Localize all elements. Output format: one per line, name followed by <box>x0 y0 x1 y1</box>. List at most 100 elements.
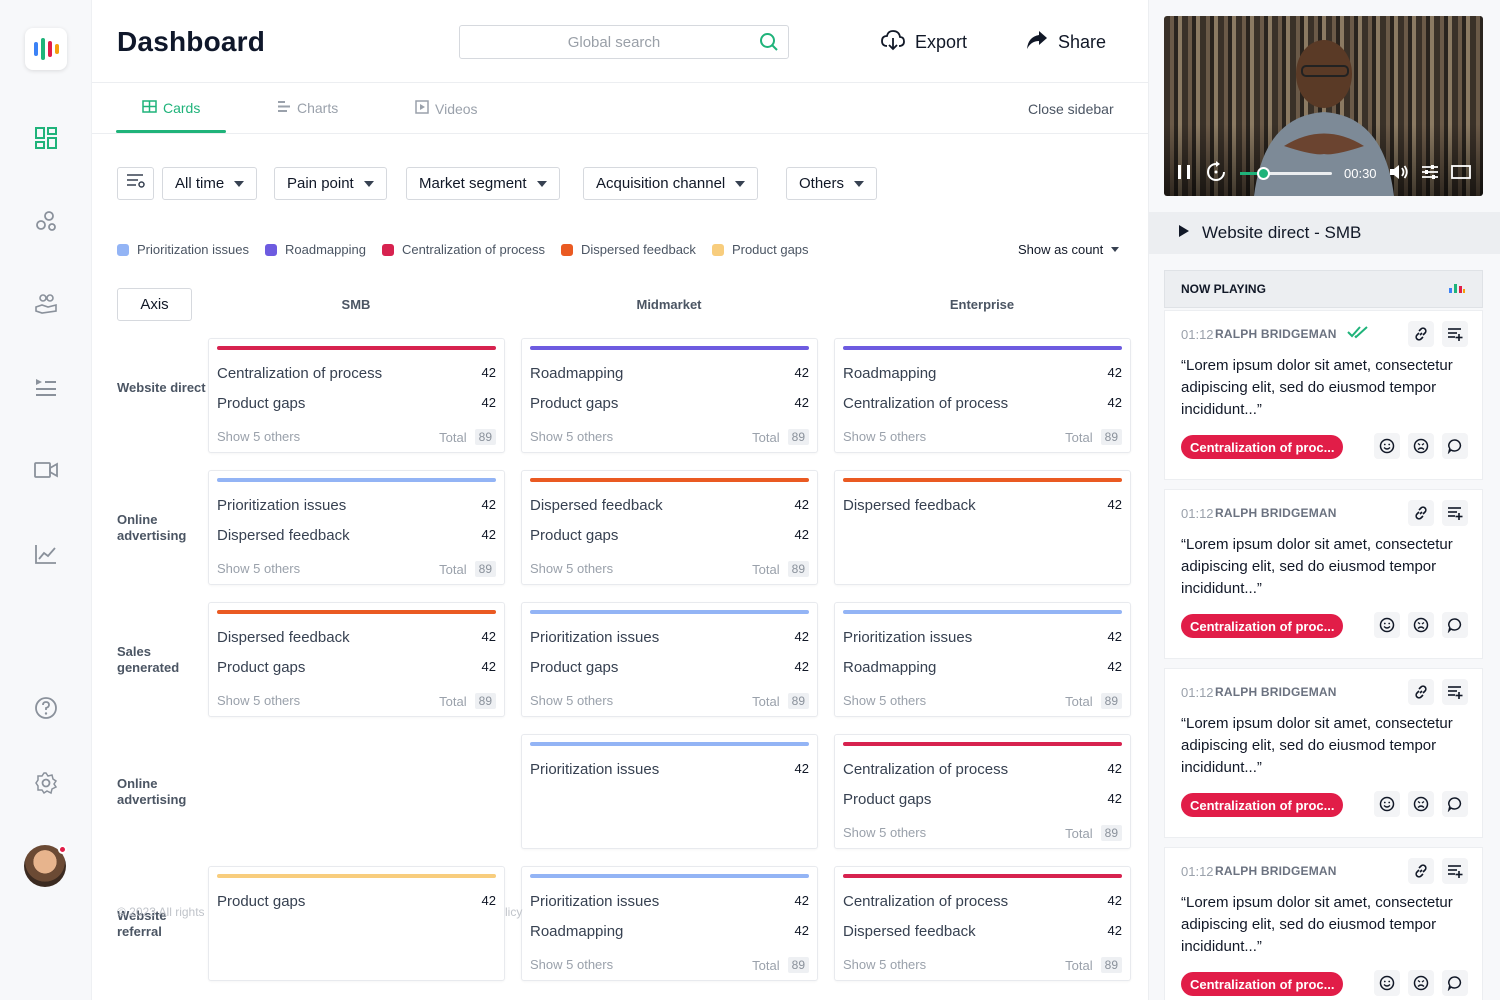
filter-market-segment[interactable]: Market segment <box>406 167 560 200</box>
show-others-link[interactable]: Show 5 others <box>530 429 614 444</box>
settings-gear-icon[interactable] <box>32 769 60 797</box>
help-icon[interactable] <box>32 694 60 722</box>
card-item-label: Roadmapping <box>530 365 624 382</box>
filter-settings-button[interactable] <box>117 167 154 200</box>
legend-item[interactable]: Dispersed feedback <box>561 242 696 257</box>
show-others-link[interactable]: Show 5 others <box>843 429 927 444</box>
card-item-count: 42 <box>794 365 809 380</box>
close-sidebar-link[interactable]: Close sidebar <box>1028 101 1114 117</box>
volume-icon[interactable] <box>1389 164 1409 183</box>
show-others-link[interactable]: Show 5 others <box>217 429 301 444</box>
video-scrubber[interactable] <box>1240 166 1332 180</box>
card-footer: Show 5 others Total 89 <box>217 693 496 709</box>
column-header-midmarket: Midmarket <box>636 297 702 312</box>
app-logo[interactable] <box>25 28 67 70</box>
add-to-playlist-icon[interactable] <box>1442 500 1468 526</box>
analytics-icon[interactable] <box>32 540 60 568</box>
tab-charts[interactable]: Charts <box>277 100 338 116</box>
segment-card[interactable]: Roadmapping 42 Centralization of process 42… <box>834 338 1131 453</box>
negative-sentiment-icon[interactable] <box>1408 612 1434 638</box>
show-others-link[interactable]: Show 5 others <box>217 561 301 576</box>
segment-card[interactable]: Prioritization issues 42 Product gaps 42 Sho… <box>521 602 818 717</box>
video-player[interactable]: 00:30 <box>1164 16 1483 196</box>
card-color-bar <box>843 742 1122 746</box>
search-icon[interactable] <box>759 32 779 57</box>
clip-card[interactable]: 01:12 RALPH BRIDGEMAN “Lorem ipsum dolor s… <box>1164 489 1483 659</box>
positive-sentiment-icon[interactable] <box>1374 612 1400 638</box>
clip-card[interactable]: 01:12 RALPH BRIDGEMAN “Lorem ipsum dolor s… <box>1164 310 1483 480</box>
playing-title-bar[interactable]: Website direct - SMB <box>1148 212 1500 254</box>
negative-sentiment-icon[interactable] <box>1408 791 1434 817</box>
segment-card[interactable]: Prioritization issues 42 Roadmapping 42 Show… <box>834 602 1131 717</box>
show-others-link[interactable]: Show 5 others <box>843 825 927 840</box>
clip-card[interactable]: 01:12 RALPH BRIDGEMAN “Lorem ipsum dolor s… <box>1164 847 1483 1000</box>
segment-card[interactable]: Prioritization issues 42 Dispersed feedbac… <box>208 470 505 585</box>
legend-item[interactable]: Prioritization issues <box>117 242 249 257</box>
export-button[interactable]: Export <box>881 28 967 56</box>
show-others-link[interactable]: Show 5 others <box>843 693 927 708</box>
comment-icon[interactable] <box>1442 791 1468 817</box>
copy-link-icon[interactable] <box>1408 500 1434 526</box>
segment-card[interactable]: Centralization of process 42 Product gaps 4… <box>208 338 505 453</box>
legend-item[interactable]: Roadmapping <box>265 242 366 257</box>
playlist-icon[interactable] <box>32 373 60 401</box>
segment-card[interactable]: Centralization of process 42 Product gaps 4… <box>834 734 1131 849</box>
add-to-playlist-icon[interactable] <box>1442 858 1468 884</box>
clip-tag[interactable]: Centralization of proc... <box>1181 435 1344 459</box>
clip-tag[interactable]: Centralization of proc... <box>1181 793 1344 817</box>
total-badge: 89 <box>1100 957 1122 973</box>
segment-card[interactable]: Centralization of process 42 Dispersed fee… <box>834 866 1131 981</box>
copy-link-icon[interactable] <box>1408 679 1434 705</box>
legend-item[interactable]: Centralization of process <box>381 242 545 257</box>
search-input[interactable] <box>474 26 754 58</box>
video-scrub-handle[interactable] <box>1257 166 1270 180</box>
tab-cards[interactable]: Cards <box>142 100 200 116</box>
segment-card[interactable]: Prioritization issues 42 Roadmapping 42 Show… <box>521 866 818 981</box>
segment-card[interactable]: Product gaps 42 <box>208 866 505 981</box>
clip-card[interactable]: 01:12 RALPH BRIDGEMAN “Lorem ipsum dolor s… <box>1164 668 1483 838</box>
segment-card[interactable]: Dispersed feedback 42 Product gaps 42 Show 5… <box>208 602 505 717</box>
filter-acquisition-channel[interactable]: Acquisition channel <box>583 167 759 200</box>
share-button[interactable]: Share <box>1026 28 1106 56</box>
fullscreen-icon[interactable] <box>1450 164 1471 182</box>
dashboard-icon[interactable] <box>32 124 60 152</box>
clip-tag[interactable]: Centralization of proc... <box>1181 614 1344 638</box>
filter-all-time[interactable]: All time <box>162 167 258 200</box>
show-others-link[interactable]: Show 5 others <box>217 693 301 708</box>
clip-tag[interactable]: Centralization of proc... <box>1181 972 1344 996</box>
video-settings-icon[interactable] <box>1421 164 1439 183</box>
customers-icon[interactable] <box>32 290 60 318</box>
segment-card[interactable]: Dispersed feedback 42 Product gaps 42 Show 5… <box>521 470 818 585</box>
comment-icon[interactable] <box>1442 612 1468 638</box>
show-others-link[interactable]: Show 5 others <box>530 957 614 972</box>
positive-sentiment-icon[interactable] <box>1374 970 1400 996</box>
tab-videos[interactable]: Videos <box>415 100 478 117</box>
show-others-link[interactable]: Show 5 others <box>843 957 927 972</box>
copy-link-icon[interactable] <box>1408 321 1434 347</box>
comment-icon[interactable] <box>1442 970 1468 996</box>
negative-sentiment-icon[interactable] <box>1408 970 1434 996</box>
replay-icon[interactable] <box>1204 160 1228 187</box>
filter-all-time-label: All time <box>175 175 225 192</box>
pause-icon[interactable] <box>1176 164 1192 183</box>
video-camera-icon[interactable] <box>32 456 60 484</box>
segment-card[interactable]: Dispersed feedback 42 <box>834 470 1131 585</box>
filter-others[interactable]: Others <box>786 167 878 200</box>
legend-item[interactable]: Product gaps <box>711 242 809 257</box>
show-others-link[interactable]: Show 5 others <box>530 561 614 576</box>
filter-pain-point[interactable]: Pain point <box>274 167 387 200</box>
show-others-link[interactable]: Show 5 others <box>530 693 614 708</box>
add-to-playlist-icon[interactable] <box>1442 679 1468 705</box>
global-search[interactable] <box>459 25 789 59</box>
show-as-dropdown[interactable]: Show as count <box>1018 242 1120 257</box>
segment-card[interactable]: Prioritization issues 42 <box>521 734 818 849</box>
positive-sentiment-icon[interactable] <box>1374 433 1400 459</box>
comment-icon[interactable] <box>1442 433 1468 459</box>
segment-card[interactable]: Roadmapping 42 Product gaps 42 Show 5 others… <box>521 338 818 453</box>
add-to-playlist-icon[interactable] <box>1442 321 1468 347</box>
axis-button[interactable]: Axis <box>117 288 192 321</box>
clusters-icon[interactable] <box>32 207 60 235</box>
positive-sentiment-icon[interactable] <box>1374 791 1400 817</box>
negative-sentiment-icon[interactable] <box>1408 433 1434 459</box>
copy-link-icon[interactable] <box>1408 858 1434 884</box>
